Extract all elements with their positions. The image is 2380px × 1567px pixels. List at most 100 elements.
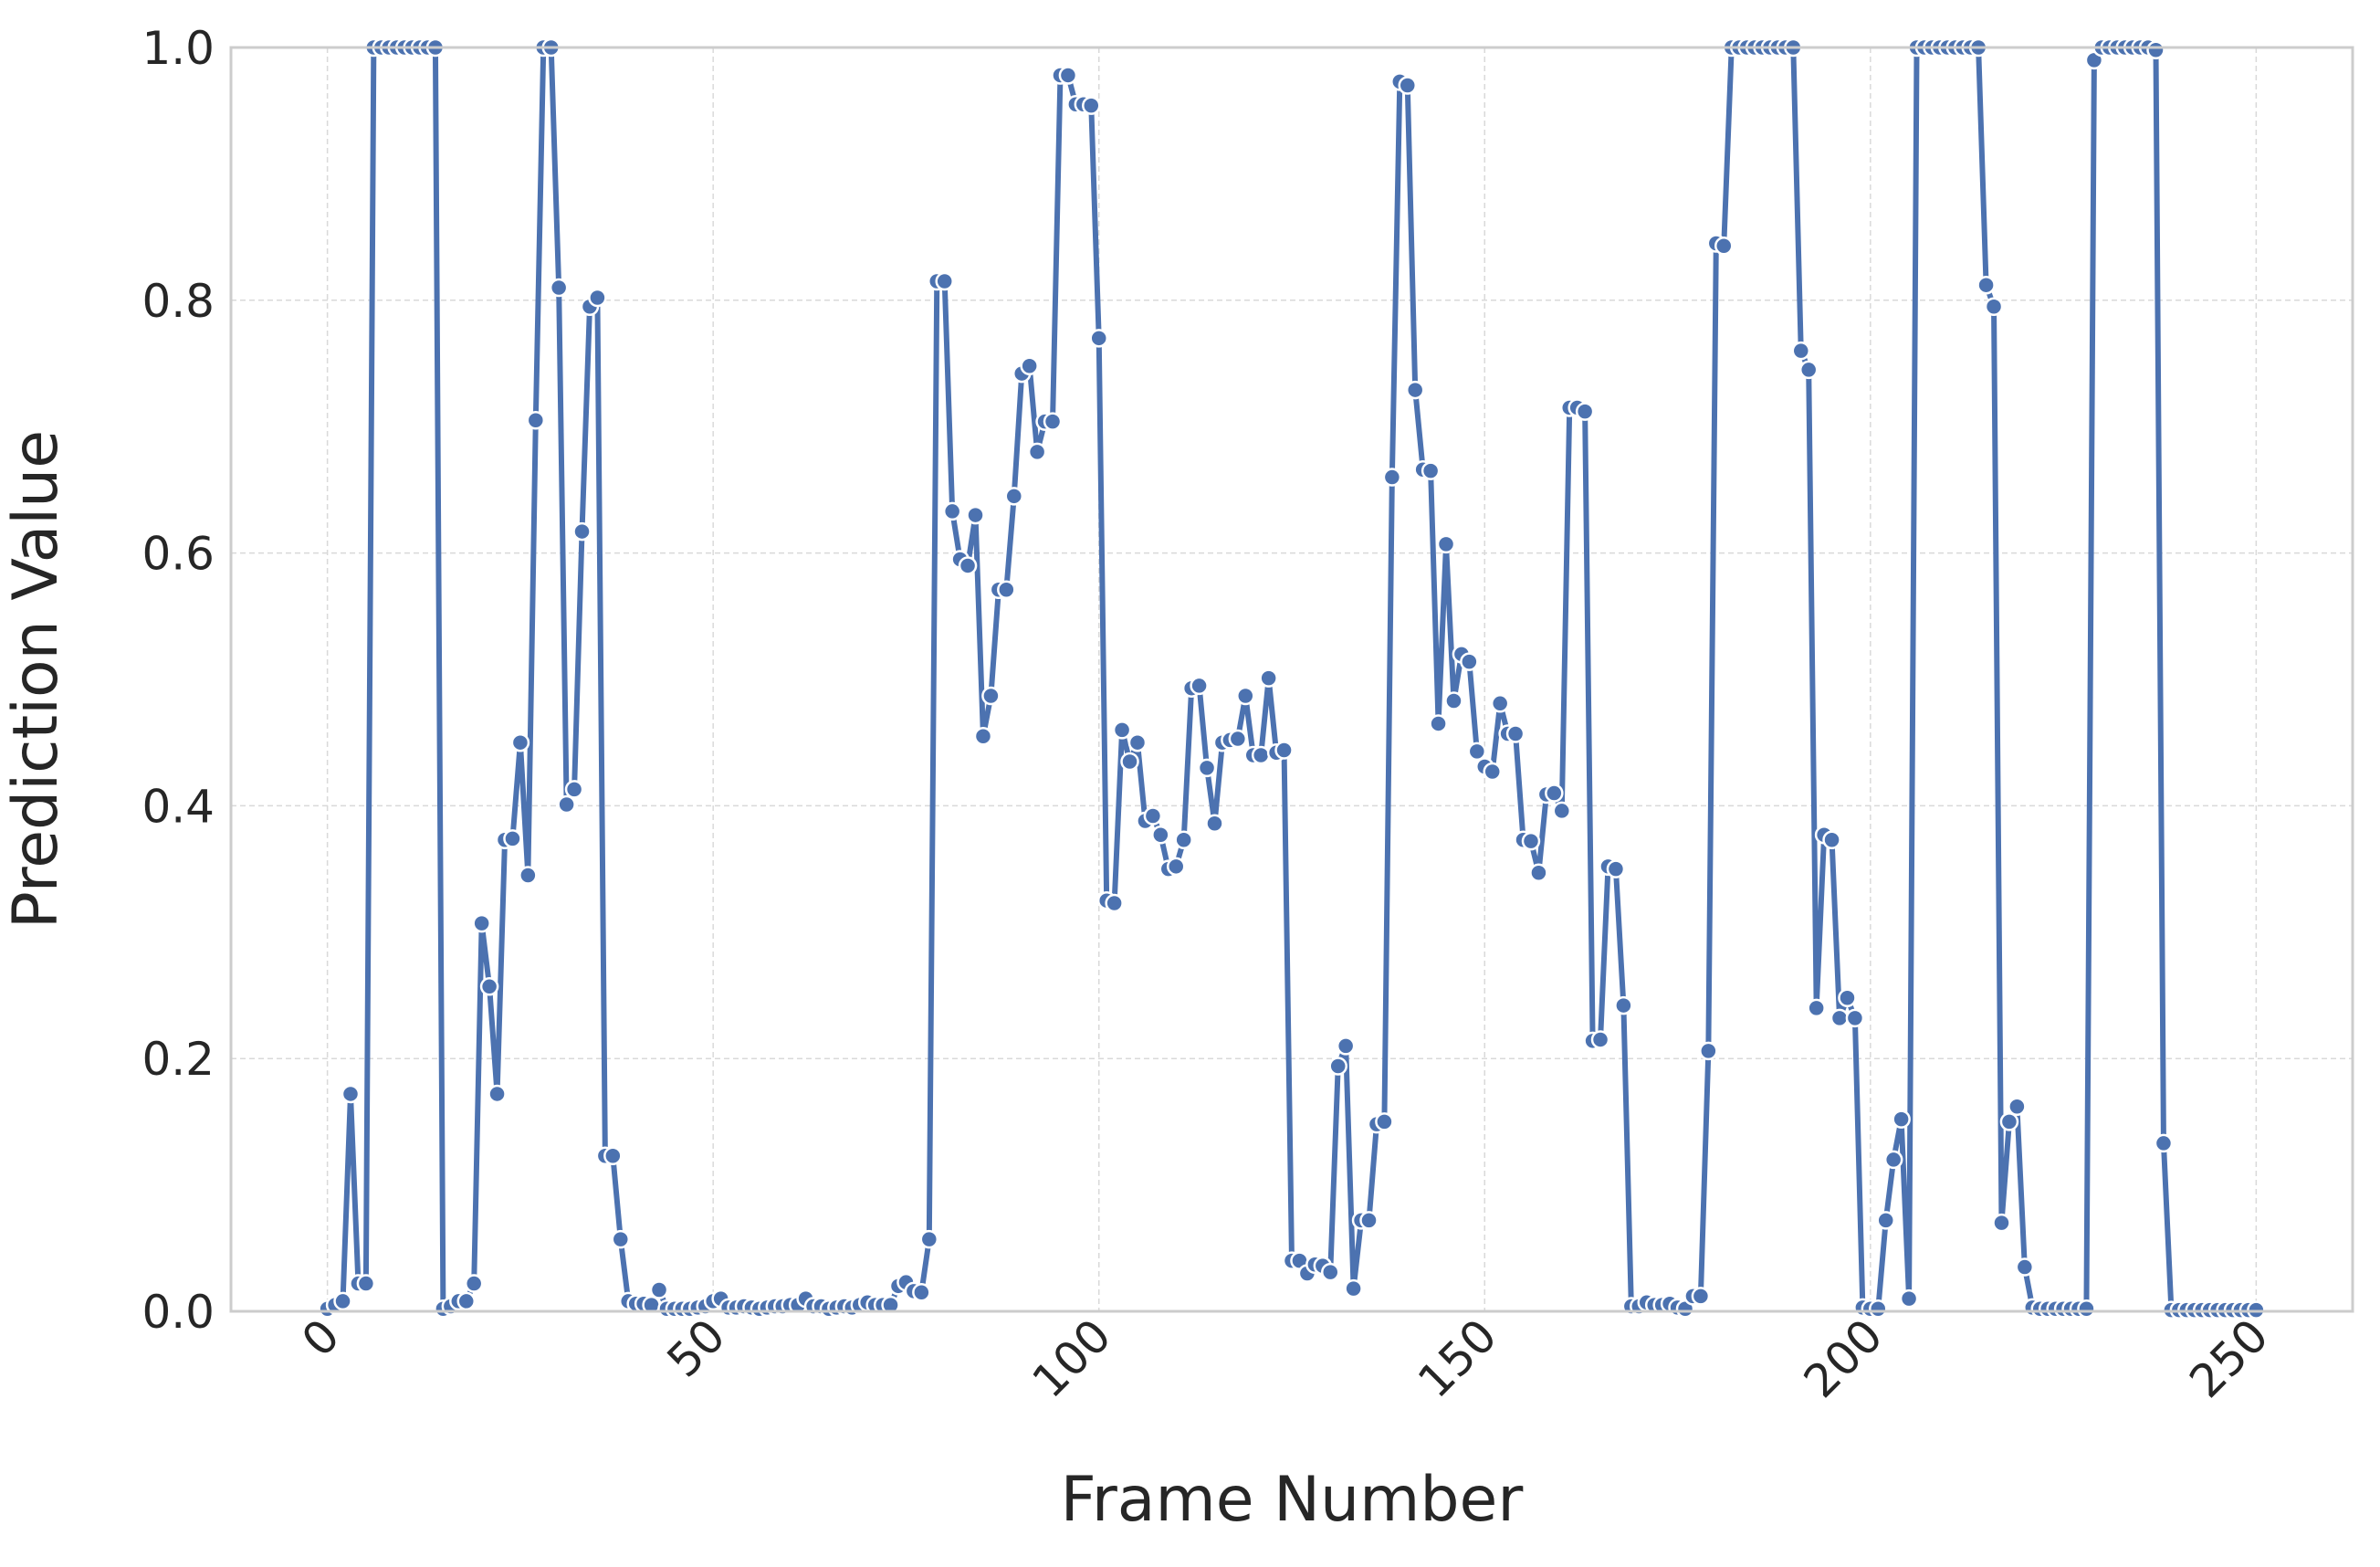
data-point <box>1444 691 1463 710</box>
data-point <box>1174 830 1193 850</box>
data-point <box>1521 831 1541 851</box>
data-point <box>1838 988 1857 1008</box>
data-point <box>1143 806 1163 826</box>
y-tick-label: 1.0 <box>142 22 215 75</box>
data-point <box>1999 1112 2019 1131</box>
data-point <box>1791 341 1811 361</box>
data-point <box>519 866 538 885</box>
data-point <box>1830 1008 1850 1028</box>
data-point <box>1043 412 1063 431</box>
series-line <box>326 45 2257 1313</box>
data-point <box>1798 360 1819 380</box>
y-tick-label: 0.2 <box>142 1033 215 1086</box>
data-point <box>1321 1262 1340 1282</box>
x-tick-label: 50 <box>657 1309 736 1387</box>
data-point <box>1151 825 1170 845</box>
data-point <box>935 271 954 291</box>
data-point <box>1984 297 2004 316</box>
data-point <box>1166 857 1186 877</box>
data-point <box>572 521 592 542</box>
data-point <box>2015 1257 2035 1277</box>
data-point <box>1822 830 1841 850</box>
data-point <box>1505 724 1526 743</box>
data-point <box>333 1291 352 1311</box>
x-tick-label: 0 <box>292 1309 351 1367</box>
data-point <box>1545 784 1564 803</box>
data-point <box>1375 1112 1394 1131</box>
data-point <box>1274 741 1294 760</box>
data-point <box>488 1084 507 1104</box>
data-point <box>997 580 1016 599</box>
data-point <box>1976 275 1996 295</box>
data-point <box>1197 758 1217 778</box>
data-point <box>1691 1287 1711 1306</box>
data-point <box>611 1229 631 1249</box>
data-point <box>1236 686 1255 706</box>
data-point <box>1027 442 1047 462</box>
data-point <box>1082 96 1101 115</box>
y-tick-label: 0.4 <box>142 780 215 833</box>
data-point <box>1869 1299 1888 1319</box>
data-point <box>1467 741 1487 762</box>
data-point <box>1421 461 1441 480</box>
data-point <box>1359 1211 1379 1230</box>
data-point <box>1328 1057 1347 1076</box>
data-point <box>1460 652 1479 671</box>
data-point <box>1344 1278 1363 1299</box>
data-point <box>1883 1150 1903 1170</box>
data-point <box>1483 762 1502 782</box>
data-point <box>966 505 985 525</box>
data-point <box>958 556 978 575</box>
data-point <box>2077 1299 2096 1319</box>
data-point <box>1228 729 1248 749</box>
data-point <box>912 1282 931 1302</box>
labels: 0.0 0.2 0.4 0.6 0.8 1.0 0 50 100 150 200 250 <box>142 22 2278 1408</box>
data-point <box>919 1229 939 1249</box>
plot-frame <box>229 46 2354 1313</box>
y-tick-label: 0.8 <box>142 275 215 328</box>
data-point <box>1429 714 1448 733</box>
data-point <box>510 732 530 752</box>
data-point <box>1436 534 1456 554</box>
data-point <box>1699 1041 1718 1061</box>
data-point <box>981 686 1001 706</box>
y-axis-label: Prediction Value <box>0 430 72 929</box>
x-tick-label: 100 <box>1022 1309 1121 1407</box>
data-point <box>356 1274 376 1293</box>
data-point <box>479 977 499 996</box>
data-point <box>1807 998 1826 1018</box>
x-axis-label: Frame Number <box>1061 1464 1524 1536</box>
data-point <box>2008 1097 2027 1117</box>
data-point <box>603 1146 623 1166</box>
data-point <box>2154 1133 2174 1153</box>
data-point <box>1714 237 1734 256</box>
data-point <box>464 1274 484 1293</box>
data-point <box>1112 720 1132 740</box>
data-point <box>1614 995 1633 1015</box>
data-point <box>1606 859 1626 878</box>
y-tick-label: 0.0 <box>142 1286 215 1339</box>
data-point <box>1251 745 1271 765</box>
data-point <box>1992 1213 2011 1233</box>
data-point <box>1899 1288 1919 1309</box>
data-point <box>1105 893 1124 913</box>
data-point <box>1845 1008 1865 1028</box>
data-point <box>341 1084 361 1104</box>
plot <box>318 37 2266 1320</box>
data-point <box>557 794 576 815</box>
data-point <box>549 278 569 298</box>
data-point <box>1490 694 1510 713</box>
data-point <box>1120 752 1139 772</box>
data-point <box>1020 356 1039 376</box>
data-point <box>1259 668 1278 688</box>
data-point <box>1336 1036 1356 1056</box>
data-point <box>1575 402 1595 421</box>
data-point <box>942 501 962 521</box>
data-point <box>1892 1110 1911 1129</box>
data-point <box>649 1280 669 1299</box>
data-point <box>564 780 584 799</box>
data-point <box>1190 676 1209 696</box>
data-point <box>1089 329 1108 348</box>
